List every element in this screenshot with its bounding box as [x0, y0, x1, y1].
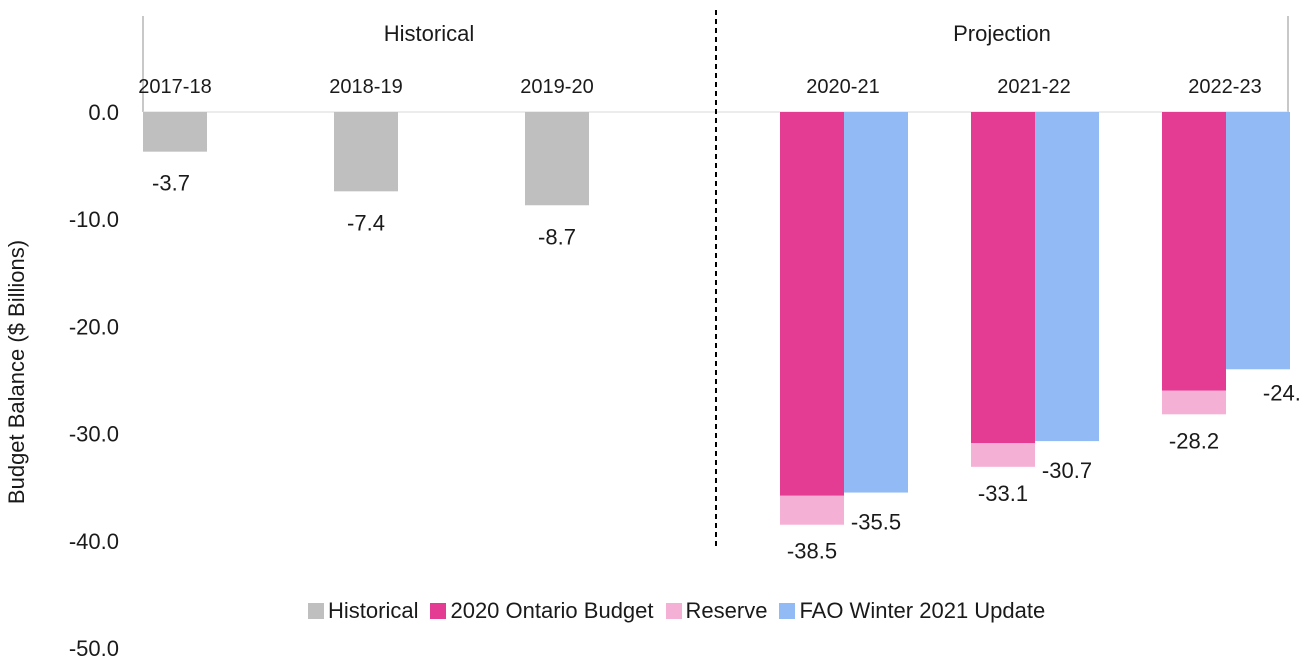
bar-historical	[143, 112, 207, 152]
category-label: 2018-19	[329, 76, 402, 98]
legend-item-ontario-budget: 2020 Ontario Budget	[430, 598, 654, 624]
category-label: 2017-18	[138, 76, 211, 98]
bar-ontario-budget	[971, 112, 1035, 444]
legend-swatch-historical	[308, 603, 324, 619]
bar-reserve	[1162, 390, 1226, 415]
legend-item-reserve: Reserve	[665, 598, 768, 624]
data-label-historical: -7.4	[347, 210, 385, 235]
data-label-budget-total: -33.1	[978, 481, 1028, 506]
legend: Historical 2020 Ontario Budget Reserve F…	[308, 598, 1057, 624]
category-label: 2022-23	[1188, 76, 1261, 98]
bar-reserve	[780, 495, 844, 525]
legend-label-reserve: Reserve	[685, 598, 768, 623]
bar-ontario-budget	[780, 112, 844, 496]
legend-swatch-fao-update	[779, 603, 796, 619]
bar-fao-update	[844, 112, 908, 493]
legend-label-historical: Historical	[328, 598, 419, 623]
data-label-historical: -8.7	[538, 224, 576, 249]
bar-reserve	[971, 443, 1035, 467]
y-tick-label: -10.0	[69, 207, 119, 232]
data-label-budget-total: -28.2	[1169, 428, 1219, 453]
section-label-projection: Projection	[953, 21, 1051, 46]
bar-historical	[525, 112, 589, 206]
bar-fao-update	[1035, 112, 1099, 442]
legend-item-historical: Historical	[308, 598, 418, 624]
y-axis-title: Budget Balance ($ Billions)	[4, 240, 29, 504]
legend-label-fao-update: FAO Winter 2021 Update	[799, 598, 1046, 623]
data-label-fao: -35.5	[851, 510, 901, 535]
section-label-historical: Historical	[384, 21, 474, 46]
data-label-fao: -24.0	[1263, 380, 1300, 405]
y-tick-label: -30.0	[69, 422, 119, 447]
bar-historical	[334, 112, 398, 192]
y-tick-label: -20.0	[69, 314, 119, 339]
legend-swatch-ontario-budget	[430, 603, 447, 619]
category-label: 2021-22	[997, 76, 1070, 98]
data-label-fao: -30.7	[1042, 458, 1092, 483]
bar-ontario-budget	[1162, 112, 1226, 391]
y-tick-label: -40.0	[69, 529, 119, 554]
data-label-budget-total: -38.5	[787, 539, 837, 564]
y-tick-label: -50.0	[69, 636, 119, 661]
legend-item-fao-update: FAO Winter 2021 Update	[779, 598, 1045, 624]
category-label: 2019-20	[520, 76, 593, 98]
bar-fao-update	[1226, 112, 1290, 370]
data-label-historical: -3.7	[152, 171, 190, 196]
legend-label-ontario-budget: 2020 Ontario Budget	[450, 598, 654, 623]
y-tick-label: 0.0	[88, 100, 119, 125]
legend-swatch-reserve	[665, 603, 682, 619]
category-label: 2020-21	[806, 76, 879, 98]
